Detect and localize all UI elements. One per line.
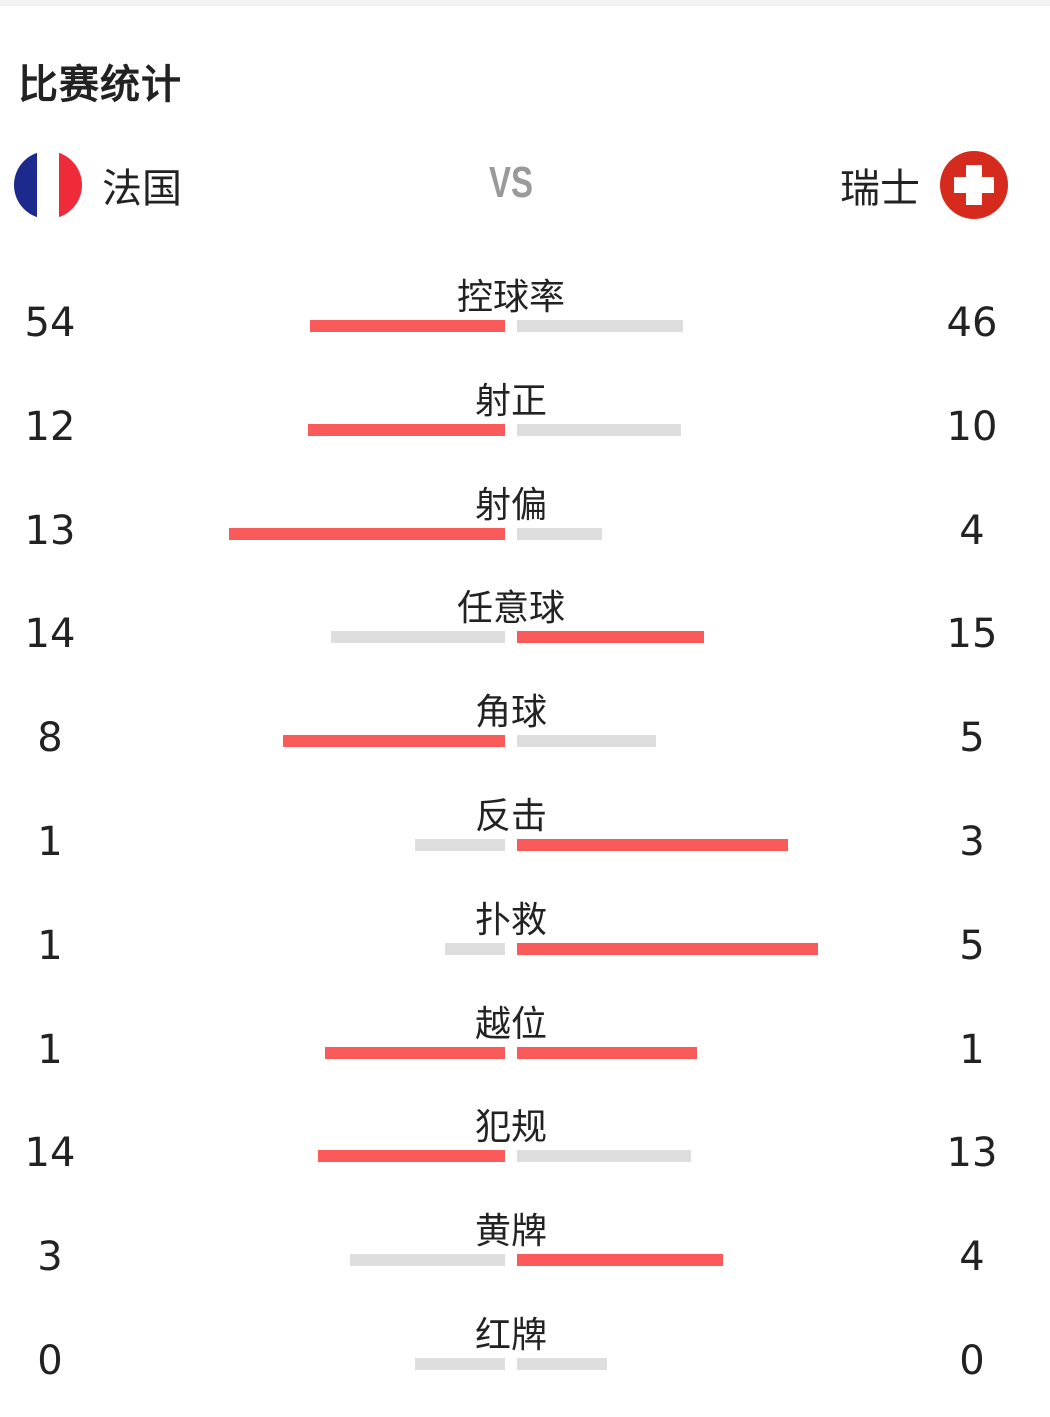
stat-label: 扑救: [474, 899, 547, 941]
home-stat-value: 54: [24, 300, 76, 346]
away-team-name: 瑞士: [840, 166, 920, 212]
away-stat-bar: [517, 320, 683, 332]
home-stat-bar: [415, 1358, 505, 1370]
away-stat-bar: [517, 1150, 691, 1163]
away-stat-bar: [517, 527, 602, 540]
stat-label: 角球: [474, 692, 547, 734]
home-stat-bar: [310, 320, 505, 332]
stat-label: 射偏: [474, 484, 547, 526]
away-stat-value: 5: [959, 922, 985, 969]
away-stat-value: 1: [959, 1026, 985, 1073]
stat-row: 任意球 14 15: [0, 579, 1050, 683]
away-stat-value: 4: [959, 507, 985, 554]
home-stat-value: 0: [37, 1338, 63, 1384]
home-stat-value: 1: [37, 922, 63, 969]
stat-label: 射正: [474, 380, 547, 422]
stat-label: 红牌: [474, 1315, 547, 1356]
stat-row: 控球率 54 46: [0, 268, 1050, 372]
stat-row: 犯规 14 13: [0, 1098, 1050, 1202]
home-stat-value: 3: [37, 1234, 63, 1281]
away-stat-value: 10: [946, 403, 998, 450]
away-stat-value: 46: [946, 300, 998, 346]
home-stat-value: 12: [24, 403, 76, 450]
home-stat-value: 13: [24, 507, 76, 554]
away-stat-value: 0: [959, 1338, 985, 1384]
home-team-name: 法国: [102, 166, 182, 212]
home-stat-value: 8: [37, 715, 63, 762]
switzerland-flag-icon: [940, 151, 1008, 219]
stat-label: 控球率: [456, 277, 565, 318]
home-stat-bar: [350, 1254, 505, 1267]
stat-label: 反击: [474, 796, 547, 837]
away-stat-bar: [517, 1046, 697, 1059]
stat-label: 黄牌: [474, 1211, 547, 1253]
home-stat-value: 14: [24, 611, 76, 658]
away-stat-value: 15: [946, 611, 998, 658]
home-stat-value: 1: [37, 1026, 63, 1073]
home-stat-value: 1: [37, 819, 63, 865]
away-stat-value: 4: [959, 1234, 985, 1281]
home-stat-bar: [331, 631, 505, 644]
home-stat-bar: [229, 527, 505, 540]
away-stat-value: 3: [959, 819, 985, 865]
stat-row: 反击 1 3: [0, 787, 1050, 891]
stat-row: 角球 8 5: [0, 683, 1050, 787]
home-stat-value: 14: [24, 1130, 76, 1177]
stat-label: 任意球: [456, 588, 565, 630]
vs-label: VS: [488, 158, 534, 207]
stat-row: 射偏 13 4: [0, 476, 1050, 580]
away-stat-bar: [517, 735, 656, 748]
home-stat-bar: [445, 942, 505, 955]
away-stat-bar: [517, 423, 681, 436]
home-stat-bar: [415, 839, 505, 851]
stat-row: 扑救 1 5: [0, 891, 1050, 995]
stat-row: 红牌 0 0: [0, 1306, 1050, 1410]
home-stat-bar: [283, 735, 505, 748]
home-stat-bar: [308, 423, 505, 436]
away-stat-value: 13: [946, 1130, 998, 1177]
stat-row: 射正 12 10: [0, 372, 1050, 476]
away-stat-bar: [517, 1254, 723, 1267]
away-stat-value: 5: [959, 715, 985, 762]
away-team: 瑞士: [840, 150, 1008, 220]
home-team: 法国: [14, 150, 182, 220]
stat-row: 黄牌 3 4: [0, 1202, 1050, 1306]
page-title: 比赛统计: [18, 62, 182, 108]
away-stat-bar: [517, 1358, 607, 1370]
away-stat-bar: [517, 631, 704, 644]
home-stat-bar: [325, 1046, 505, 1059]
stat-label: 越位: [474, 1003, 547, 1045]
stat-label: 犯规: [474, 1107, 547, 1149]
france-flag-icon: [14, 151, 82, 219]
top-divider: [0, 0, 1050, 6]
away-stat-bar: [517, 942, 818, 955]
home-stat-bar: [318, 1150, 505, 1163]
away-stat-bar: [517, 839, 788, 851]
stat-row: 越位 1 1: [0, 995, 1050, 1099]
